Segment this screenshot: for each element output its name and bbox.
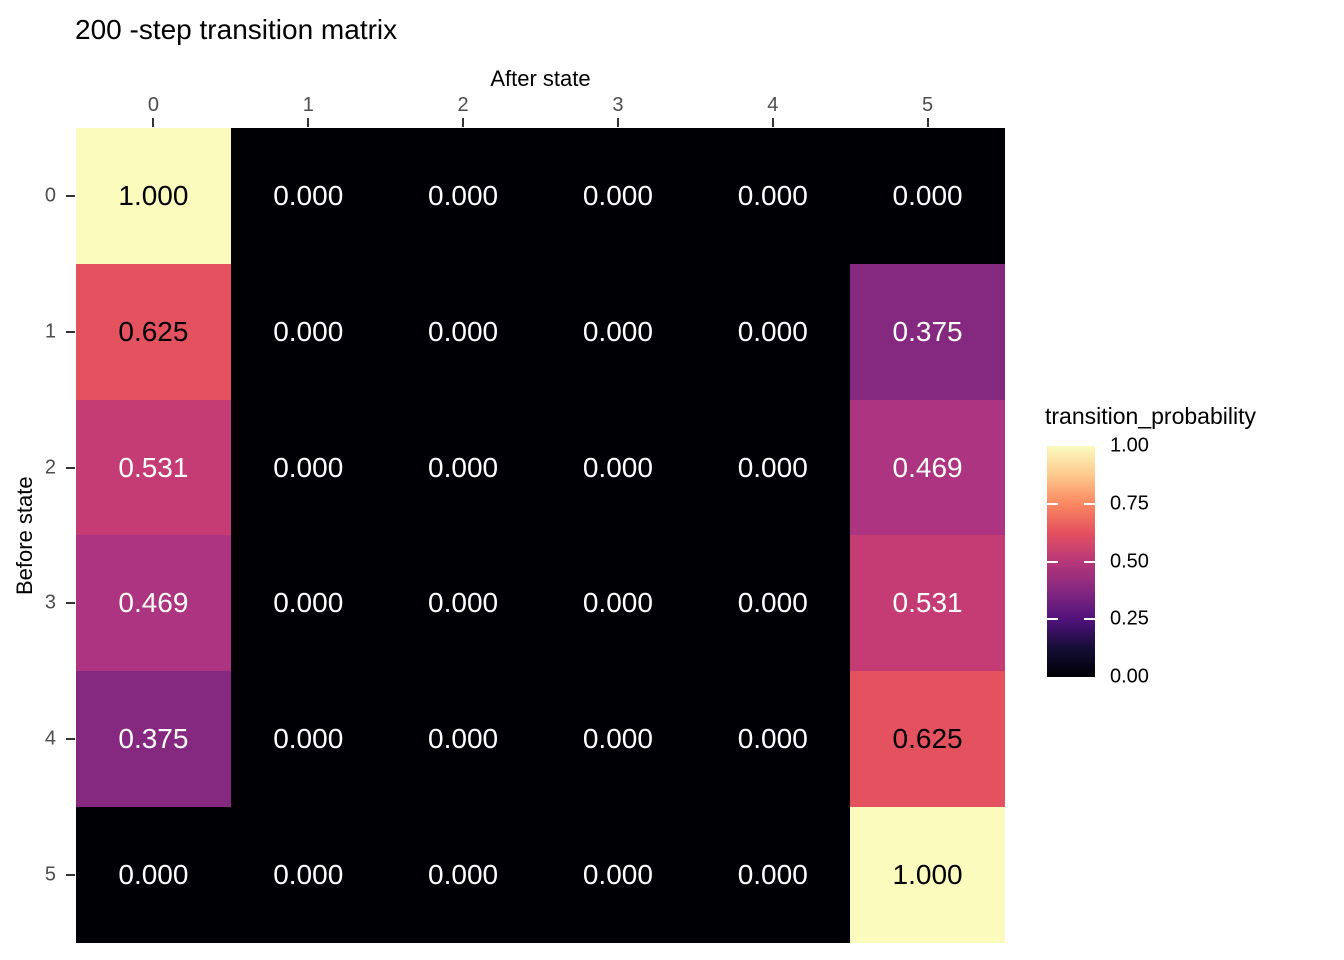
heatmap-cell: 0.000 — [230, 671, 386, 808]
legend-tick-label: 0.25 — [1110, 607, 1149, 630]
heatmap-cell: 0.625 — [850, 671, 1005, 808]
colorbar-tick-mark — [1084, 502, 1095, 505]
y-axis-title: Before state — [12, 476, 37, 595]
heatmap-cell: 0.000 — [695, 128, 851, 264]
heatmap-cell: 0.000 — [540, 263, 696, 400]
x-tick-mark — [462, 118, 465, 127]
y-tick-mark — [66, 602, 75, 605]
legend-tick-label: 0.50 — [1110, 550, 1149, 572]
heatmap-cell: 0.000 — [540, 399, 696, 536]
heatmap-cell: 0.000 — [695, 671, 851, 808]
colorbar-tick-mark — [1047, 502, 1058, 505]
legend-title: transition_probability — [1045, 403, 1256, 429]
heatmap-cell: 0.469 — [850, 399, 1005, 536]
x-tick-mark — [616, 118, 619, 127]
heatmap-cell: 0.000 — [230, 399, 386, 536]
heatmap-cell: 0.000 — [385, 535, 541, 672]
x-tick-label: 3 — [612, 94, 624, 116]
heatmap-cell: 0.000 — [230, 535, 386, 672]
heatmap-cell: 0.000 — [695, 263, 851, 400]
y-tick-label: 3 — [44, 591, 56, 614]
legend-tick-label: 0.00 — [1110, 665, 1149, 688]
colorbar — [1047, 446, 1095, 677]
y-tick-mark — [66, 330, 75, 333]
heatmap-cell: 0.531 — [76, 399, 231, 536]
chart-title: 200 -step transition matrix — [75, 14, 398, 45]
legend-tick-label: 0.75 — [1110, 492, 1149, 515]
heatmap-cell: 0.375 — [850, 263, 1005, 400]
heatmap-cell: 0.000 — [540, 535, 696, 672]
x-tick-mark — [926, 118, 929, 127]
heatmap-cell: 0.000 — [540, 671, 696, 808]
heatmap-cell: 0.625 — [76, 263, 231, 400]
x-tick-mark — [771, 118, 774, 127]
y-tick-mark — [66, 194, 75, 197]
heatmap-cell: 0.000 — [540, 807, 696, 943]
x-tick-label: 1 — [302, 94, 314, 116]
heatmap-cell: 0.000 — [76, 807, 231, 943]
y-tick-label: 0 — [44, 184, 56, 207]
heatmap-cell: 1.000 — [76, 128, 231, 264]
y-tick-label: 5 — [44, 863, 56, 886]
heatmap-cell: 0.000 — [230, 128, 386, 264]
y-tick-label: 2 — [44, 456, 56, 479]
heatmap-cell: 0.000 — [385, 399, 541, 536]
heatmap-cell: 0.000 — [385, 128, 541, 264]
x-tick-label: 5 — [922, 94, 934, 116]
colorbar-tick-mark — [1047, 560, 1058, 563]
heatmap-cell: 1.000 — [850, 807, 1005, 943]
x-tick-label: 0 — [147, 94, 159, 116]
colorbar-legend: transition_probability 1.00 0.75 0.50 0.25 0… — [1045, 403, 1335, 703]
y-tick-mark — [66, 874, 75, 877]
x-axis-title: After state — [490, 66, 591, 91]
heatmap-cell: 0.000 — [695, 535, 851, 672]
x-tick-mark — [307, 118, 310, 127]
heatmap-cell: 0.000 — [230, 807, 386, 943]
heatmap-cell: 0.000 — [695, 807, 851, 943]
heatmap-cell: 0.375 — [76, 671, 231, 808]
y-tick-label: 4 — [44, 727, 56, 750]
heatmap-cell: 0.531 — [850, 535, 1005, 672]
colorbar-tick-mark — [1084, 560, 1095, 563]
heatmap-cell: 0.000 — [385, 671, 541, 808]
colorbar-tick-mark — [1047, 618, 1058, 621]
y-tick-mark — [66, 738, 75, 741]
x-tick-mark — [152, 118, 155, 127]
heatmap-cell: 0.000 — [385, 807, 541, 943]
legend-tick-label: 1.00 — [1110, 434, 1149, 457]
x-tick-label: 2 — [457, 94, 469, 116]
heatmap-cell: 0.469 — [76, 535, 231, 672]
heatmap-cell: 0.000 — [695, 399, 851, 536]
y-tick-mark — [66, 466, 75, 469]
heatmap-cell: 0.000 — [385, 263, 541, 400]
heatmap-cell: 0.000 — [850, 128, 1005, 264]
heatmap-cell: 0.000 — [230, 263, 386, 400]
heatmap-cell: 0.000 — [540, 128, 696, 264]
heatmap-grid: 1.000 0.000 0.000 0.000 0.000 0.000 0.625 0.000… — [76, 128, 1005, 943]
x-tick-label: 4 — [767, 94, 779, 116]
colorbar-tick-mark — [1084, 618, 1095, 621]
y-tick-label: 1 — [44, 320, 56, 343]
